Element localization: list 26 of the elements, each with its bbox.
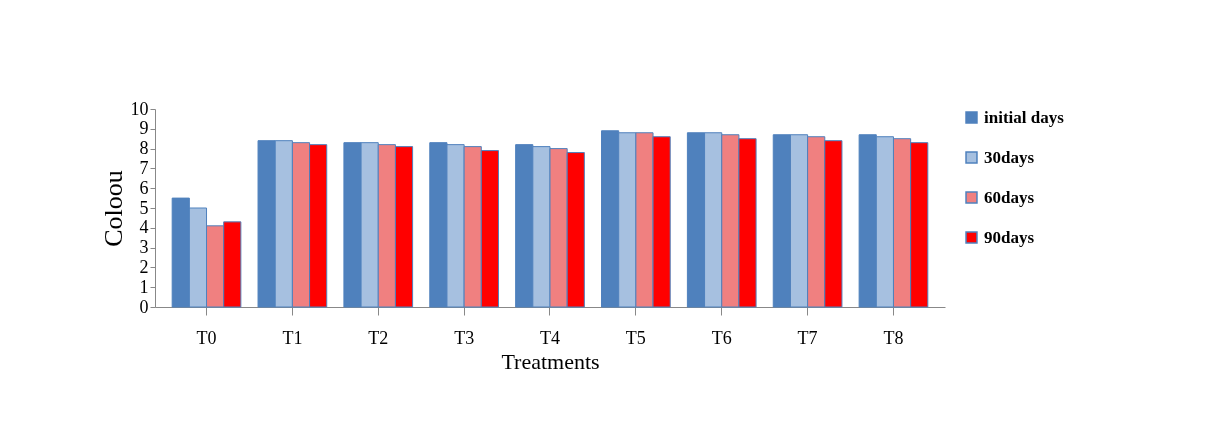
y-tick-label: 1 <box>139 276 149 297</box>
y-tick-label: 5 <box>139 197 149 218</box>
x-tick-label: T0 <box>196 327 217 348</box>
x-tick-label: T2 <box>368 327 389 348</box>
y-tick-label: 2 <box>139 256 149 277</box>
y-tick-label: 0 <box>139 296 149 317</box>
y-tick-label: 7 <box>139 157 149 178</box>
y-tick-label: 6 <box>139 177 149 198</box>
x-axis-title: Treatments <box>501 348 600 374</box>
legend-label: initial days <box>984 107 1065 127</box>
x-tick-label: T3 <box>454 327 475 348</box>
x-tick-label: T8 <box>883 327 904 348</box>
legend-label: 30days <box>984 147 1035 167</box>
x-tick-label: T7 <box>797 327 818 348</box>
y-tick-label: 4 <box>139 217 149 238</box>
y-tick-label: 3 <box>139 237 149 258</box>
x-tick-label: T4 <box>540 327 560 348</box>
y-tick-label: 9 <box>139 118 149 139</box>
y-axis-title: Coloou <box>98 170 128 247</box>
y-tick-label: 10 <box>130 98 149 119</box>
x-tick-label: T6 <box>711 327 732 348</box>
legend-label: 90days <box>984 227 1035 247</box>
x-tick-label: T1 <box>282 327 303 348</box>
x-tick-label: T5 <box>625 327 646 348</box>
legend-label: 60days <box>984 187 1035 207</box>
y-tick-label: 8 <box>139 138 149 159</box>
